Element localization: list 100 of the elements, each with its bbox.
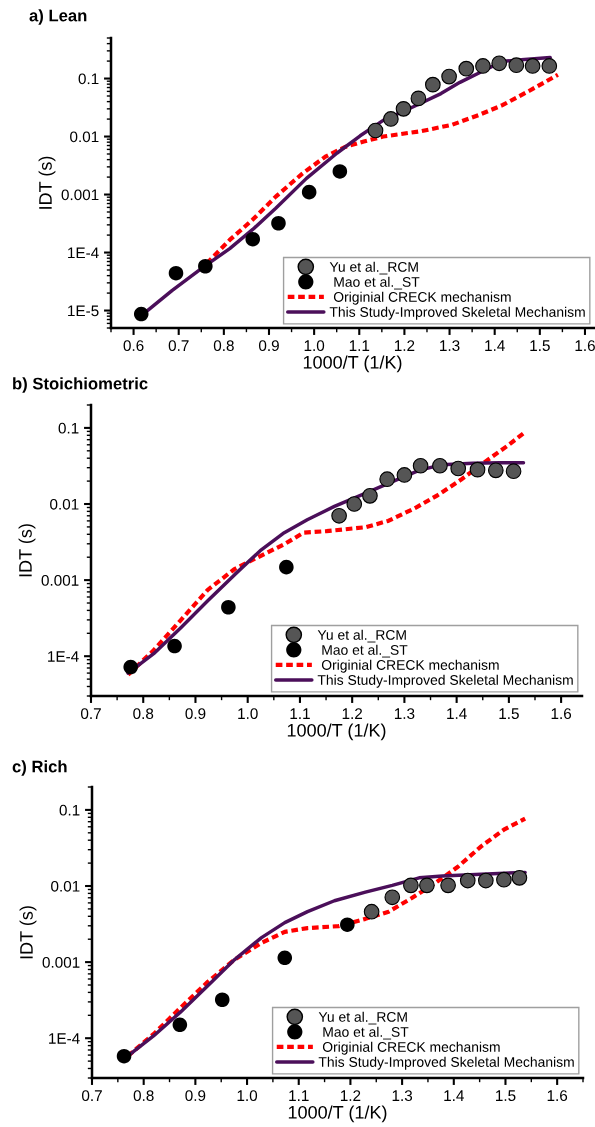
point [331, 507, 347, 524]
x-tick-label: 1.5 [496, 1090, 516, 1102]
point [379, 471, 396, 488]
point [410, 90, 427, 107]
legend-label: This Study-Improved Skeletal Mechanism [317, 674, 573, 688]
x-tick-label: 1.3 [440, 340, 460, 352]
point [425, 76, 441, 93]
legend-label: Yu et al._RCM [318, 1011, 407, 1025]
y-tick-label: 0.001 [41, 574, 79, 586]
point [441, 68, 457, 85]
x-tick-label: 1.6 [575, 340, 595, 352]
point [214, 992, 230, 1008]
y-tick-label: 1E-4 [68, 247, 99, 259]
chart-title: a) Lean [29, 9, 87, 25]
y-axis-title: IDT (s) [19, 906, 37, 959]
point [271, 215, 286, 231]
point [221, 599, 236, 615]
point [440, 877, 456, 894]
x-tick-label: 1.5 [530, 340, 550, 352]
point [245, 231, 261, 247]
point [363, 903, 380, 920]
y-tick-label: 0.1 [58, 422, 79, 434]
legend-label: Originial CRECK mechanism [322, 1041, 500, 1055]
y-axis-title: IDT (s) [18, 524, 36, 577]
point [403, 877, 419, 894]
y-tick-label: 1E-5 [68, 305, 99, 317]
chart-title: b) Stoichiometric [13, 377, 148, 393]
x-tick-label: 1.5 [499, 708, 519, 720]
legend-label: This Study-Improved Skeletal Mechanism [329, 306, 585, 320]
point [458, 60, 475, 77]
point [133, 306, 149, 322]
point [505, 463, 522, 480]
point [496, 871, 512, 888]
x-tick-label: 1.6 [551, 708, 572, 720]
point [524, 58, 541, 74]
point [477, 872, 494, 889]
legend-label: Mao et al._ST [322, 644, 408, 658]
point [469, 461, 486, 478]
x-tick-label: 1.3 [394, 708, 415, 720]
point [167, 638, 182, 654]
x-tick-label: 1.1 [349, 340, 370, 351]
legend-label: Mao et al._ST [334, 276, 420, 290]
point [332, 164, 348, 179]
point [277, 950, 293, 966]
point [459, 872, 476, 889]
point [384, 889, 401, 906]
legend-label: Originial CRECK mechanism [321, 659, 499, 673]
x-tick-label: 0.9 [185, 1090, 206, 1102]
x-tick-label: 1.3 [392, 1090, 413, 1102]
y-tick-label: 0.01 [70, 131, 99, 143]
y-tick-label: 0.001 [61, 189, 99, 201]
x-axis-title: 1000/T (1/K) [288, 1105, 387, 1123]
legend-label: This Study-Improved Skeletal Mechanism [318, 1056, 574, 1070]
x-tick-label: 0.8 [133, 1090, 154, 1102]
point [395, 101, 412, 117]
point [367, 122, 384, 139]
point [346, 496, 363, 512]
x-tick-label: 1.4 [485, 340, 505, 351]
x-axis-title: 1000/T (1/K) [287, 723, 386, 741]
y-tick-label: 0.1 [78, 73, 99, 85]
x-tick-label: 0.9 [258, 340, 279, 352]
x-tick-label: 1.1 [289, 1090, 309, 1101]
x-tick-label: 1.1 [290, 708, 310, 719]
x-tick-label: 0.7 [168, 340, 189, 352]
point [168, 265, 184, 281]
point [508, 57, 525, 74]
y-tick-label: 0.01 [50, 498, 79, 510]
legend-label: Yu et al._RCM [317, 629, 406, 643]
x-tick-label: 0.9 [185, 708, 206, 720]
point [198, 258, 213, 274]
legend-label: Yu et al._RCM [329, 261, 418, 275]
point [396, 467, 413, 483]
point [123, 659, 138, 675]
x-tick-label: 1.2 [340, 1090, 361, 1101]
point [541, 58, 558, 74]
point [475, 58, 491, 74]
x-tick-label: 1.2 [342, 708, 363, 719]
point [362, 488, 378, 504]
point [432, 457, 448, 474]
point [491, 55, 508, 72]
x-tick-label: 0.6 [123, 340, 144, 352]
point [487, 462, 504, 479]
y-tick-label: 1E-4 [48, 651, 79, 662]
x-tick-label: 1.0 [237, 1090, 258, 1102]
legend-label: Originial CRECK mechanism [333, 291, 511, 305]
x-tick-label: 0.8 [213, 340, 234, 352]
x-tick-label: 0.8 [133, 708, 154, 720]
point [301, 184, 317, 200]
x-axis-title: 1000/T (1/K) [303, 355, 402, 373]
point [340, 917, 355, 932]
x-tick-label: 1.4 [444, 1090, 464, 1101]
x-tick-label: 0.7 [81, 1090, 102, 1102]
x-tick-label: 1.4 [447, 708, 467, 719]
legend-label: Mao et al._ST [323, 1026, 409, 1040]
point [450, 460, 467, 477]
y-tick-label: 0.1 [59, 804, 80, 816]
y-tick-label: 1E-4 [49, 1033, 80, 1044]
point [279, 559, 294, 575]
point [172, 1017, 188, 1033]
x-tick-label: 1.6 [547, 1090, 568, 1102]
